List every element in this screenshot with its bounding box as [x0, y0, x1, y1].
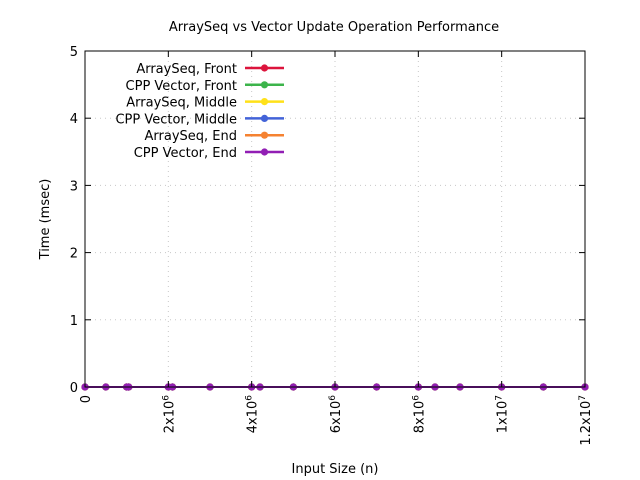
x-tick-base: 6x10 — [329, 401, 344, 434]
y-tick-label: 3 — [70, 179, 78, 194]
x-tick-label: 2x106 — [161, 395, 177, 434]
grid — [85, 51, 585, 387]
chart-title: ArraySeq vs Vector Update Operation Perf… — [169, 20, 499, 35]
x-tick-exponent: 7 — [495, 395, 505, 401]
x-tick-exponent: 6 — [411, 395, 421, 401]
x-tick-label: 4x106 — [245, 395, 261, 434]
x-tick-base: 0 — [79, 395, 94, 403]
legend-swatch-marker — [260, 131, 269, 139]
x-tick-label: 8x106 — [411, 395, 427, 434]
legend-label: CPP Vector, Front — [126, 79, 237, 94]
legend-label: CPP Vector, Middle — [115, 112, 237, 127]
x-tick-label: 1x107 — [495, 395, 511, 433]
x-tick-label: 1.2x107 — [578, 395, 594, 446]
y-axis-label: Time (msec) — [38, 179, 53, 261]
legend-swatch-marker — [260, 81, 269, 89]
x-axis-label: Input Size (n) — [292, 462, 379, 477]
x-tick-exponent: 7 — [578, 395, 588, 401]
legend-swatch-marker — [260, 98, 269, 106]
y-tick-label: 1 — [70, 314, 78, 329]
y-tick-label: 0 — [70, 381, 78, 396]
x-tick-base: 1.2x10 — [579, 401, 594, 446]
legend-label: ArraySeq, Front — [136, 62, 237, 77]
x-tick-base: 2x10 — [162, 401, 177, 434]
x-tick-base: 1x10 — [496, 401, 511, 434]
legend-swatch-marker — [260, 114, 269, 122]
x-tick-label: 6x106 — [328, 395, 344, 434]
x-tick-exponent: 6 — [161, 395, 171, 401]
x-tick-exponent: 6 — [245, 395, 255, 401]
legend-label: ArraySeq, End — [145, 129, 238, 144]
legend-swatch-marker — [260, 64, 269, 72]
legend: ArraySeq, Front CPP Vector, Front ArraySeq… — [115, 62, 284, 161]
legend-label: ArraySeq, Middle — [126, 96, 237, 111]
x-tick-base: 4x10 — [246, 401, 261, 434]
y-tick-label: 2 — [70, 247, 78, 262]
y-tick-label: 4 — [70, 112, 78, 127]
y-axis: 0 1 2 3 4 5 — [70, 45, 585, 396]
legend-label: CPP Vector, End — [134, 146, 237, 161]
legend-swatch-marker — [260, 148, 269, 156]
x-tick-label: 0 — [79, 395, 94, 403]
y-tick-label: 5 — [70, 45, 78, 60]
x-tick-exponent: 6 — [328, 395, 338, 401]
x-tick-base: 8x10 — [412, 401, 427, 434]
